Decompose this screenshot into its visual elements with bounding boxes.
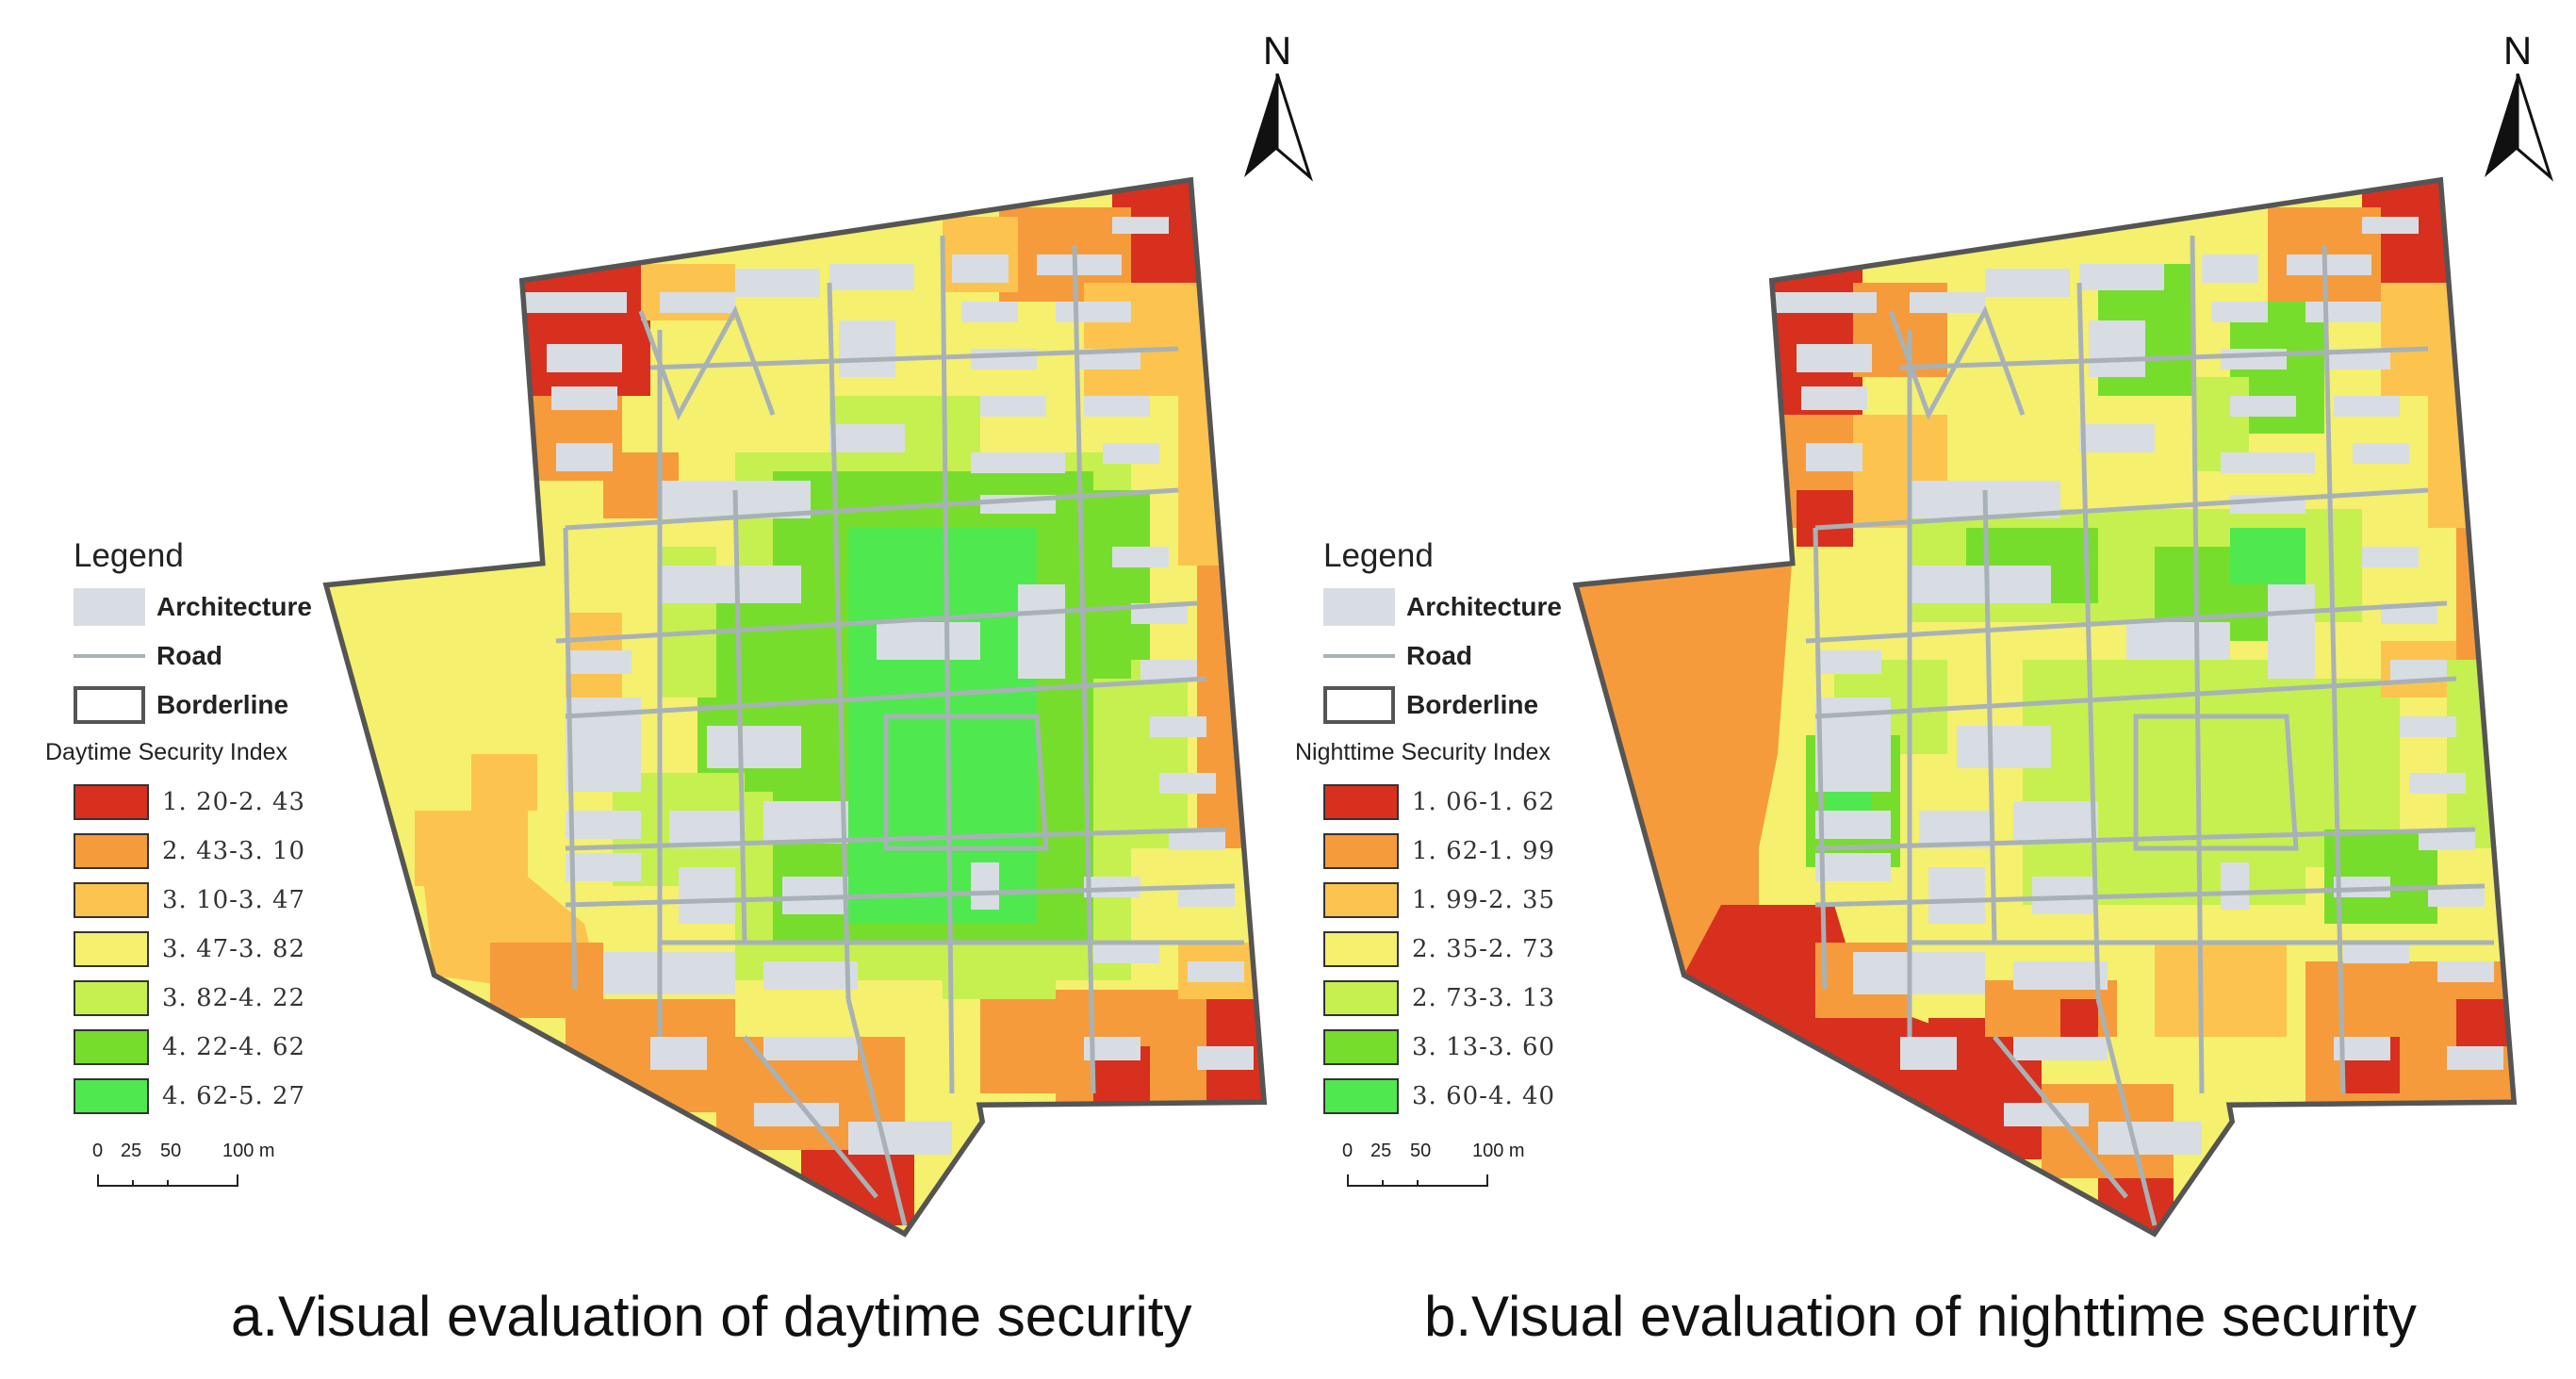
road-swatch <box>1323 654 1395 658</box>
class-swatch <box>74 931 149 967</box>
class-swatch <box>1323 882 1399 918</box>
scale-tick-label: 50 <box>1410 1141 1432 1161</box>
legend-borderline: Borderline <box>1323 681 1625 730</box>
class-row: 3. 13-3. 60 <box>1323 1023 1625 1072</box>
scale-tick-label: 100 m <box>1472 1141 1525 1161</box>
class-label: 2. 35-2. 73 <box>1412 935 1556 963</box>
class-swatch <box>74 1078 149 1114</box>
road-label: Road <box>156 641 222 670</box>
class-row: 2. 73-3. 13 <box>1323 974 1625 1023</box>
architecture-blocks <box>523 217 1254 1155</box>
class-swatch <box>74 980 149 1016</box>
north-arrow-icon <box>1244 73 1314 182</box>
north-arrow: N <box>1239 28 1315 198</box>
class-row: 3. 82-4. 22 <box>74 974 375 1023</box>
daytime-index-title: Daytime Security Index <box>45 739 288 765</box>
legend: Legend Architecture Road Borderline Nigh… <box>1295 537 1625 1121</box>
legend-title: Legend <box>1323 537 1434 574</box>
class-row: 2. 43-3. 10 <box>74 827 375 876</box>
architecture-swatch <box>74 588 145 626</box>
class-row: 1. 20-2. 43 <box>74 778 375 827</box>
nighttime-index-title: Nighttime Security Index <box>1295 739 1551 765</box>
class-row: 1. 06-1. 62 <box>1323 778 1625 827</box>
north-arrow: N <box>2480 28 2555 198</box>
class-label: 3. 82-4. 22 <box>162 984 306 1012</box>
nighttime-caption: b.Visual evaluation of nighttime securit… <box>1424 1285 2417 1348</box>
scale-bar-line <box>1347 1174 1488 1187</box>
daytime-caption: a.Visual evaluation of daytime security <box>231 1285 1192 1348</box>
architecture-label: Architecture <box>1406 592 1562 621</box>
class-swatch <box>74 833 149 869</box>
legend-borderline: Borderline <box>74 681 375 730</box>
class-swatch <box>1323 931 1399 967</box>
class-swatch <box>1323 784 1399 820</box>
road-label: Road <box>1406 641 1472 670</box>
architecture-label: Architecture <box>156 592 312 621</box>
daytime-panel: Legend Architecture Road Borderline Dayt… <box>45 28 1314 1348</box>
class-label: 3. 13-3. 60 <box>1412 1033 1556 1061</box>
borderline-swatch <box>1323 686 1395 724</box>
class-row: 1. 99-2. 35 <box>1323 876 1625 925</box>
class-label: 3. 10-3. 47 <box>162 886 306 914</box>
legend-architecture: Architecture <box>74 583 375 632</box>
class-swatch <box>1323 980 1399 1016</box>
class-swatch <box>1323 1078 1399 1114</box>
class-row: 4. 22-4. 62 <box>74 1023 375 1072</box>
class-swatch <box>1323 833 1399 869</box>
nighttime-map <box>1572 176 2518 1238</box>
class-row: 3. 60-4. 40 <box>1323 1072 1625 1121</box>
nighttime-panel: Legend Architecture Road Borderline Nigh… <box>1250 0 2554 1379</box>
borderline-label: Borderline <box>156 690 289 719</box>
road-network <box>555 235 1244 1226</box>
north-arrow-icon <box>2485 73 2554 182</box>
class-swatch <box>1323 1029 1399 1065</box>
scale-bar: 0 25 50 100 m <box>1342 1141 1568 1197</box>
north-label: N <box>2502 28 2533 73</box>
class-swatch <box>74 882 149 918</box>
class-row: 4. 62-5. 27 <box>74 1072 375 1121</box>
daytime-map <box>322 176 1268 1238</box>
legend-title: Legend <box>74 537 184 574</box>
scale-tick-label: 100 m <box>222 1141 275 1161</box>
legend-road: Road <box>74 632 375 681</box>
class-label: 4. 22-4. 62 <box>162 1033 306 1061</box>
architecture-swatch <box>1323 588 1395 626</box>
scale-tick-label: 0 <box>1342 1141 1354 1161</box>
class-label: 3. 60-4. 40 <box>1412 1082 1556 1110</box>
road-swatch <box>74 654 145 658</box>
legend-architecture: Architecture <box>1323 583 1625 632</box>
class-swatch <box>74 1029 149 1065</box>
class-row: 3. 47-3. 82 <box>74 925 375 974</box>
class-label: 3. 47-3. 82 <box>162 935 306 963</box>
scale-bar-line <box>97 1174 238 1187</box>
scale-bar: 0 25 50 100 m <box>92 1141 319 1197</box>
security-surface <box>1575 179 2515 1235</box>
class-label: 1. 62-1. 99 <box>1412 837 1556 865</box>
legend-road: Road <box>1323 632 1625 681</box>
class-swatch <box>74 784 149 820</box>
class-label: 1. 99-2. 35 <box>1412 886 1556 914</box>
architecture-blocks <box>1773 217 2503 1155</box>
scale-tick-label: 25 <box>121 1141 142 1161</box>
scale-tick-label: 25 <box>1370 1141 1392 1161</box>
legend: Legend Architecture Road Borderline Dayt… <box>45 537 375 1121</box>
security-surface <box>325 179 1265 1235</box>
class-row: 1. 62-1. 99 <box>1323 827 1625 876</box>
class-row: 2. 35-2. 73 <box>1323 925 1625 974</box>
borderline-swatch <box>74 686 145 724</box>
north-label: N <box>1262 28 1292 73</box>
scale-tick-label: 50 <box>160 1141 182 1161</box>
class-label: 2. 43-3. 10 <box>162 837 306 865</box>
road-network <box>1805 235 2494 1226</box>
class-label: 4. 62-5. 27 <box>162 1082 306 1110</box>
class-label: 1. 06-1. 62 <box>1412 788 1556 816</box>
scale-tick-label: 0 <box>92 1141 104 1161</box>
class-label: 1. 20-2. 43 <box>162 788 306 816</box>
borderline-label: Borderline <box>1406 690 1539 719</box>
class-label: 2. 73-3. 13 <box>1412 984 1556 1012</box>
class-row: 3. 10-3. 47 <box>74 876 375 925</box>
